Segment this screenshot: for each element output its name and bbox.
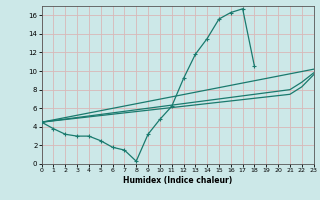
X-axis label: Humidex (Indice chaleur): Humidex (Indice chaleur) [123, 176, 232, 185]
